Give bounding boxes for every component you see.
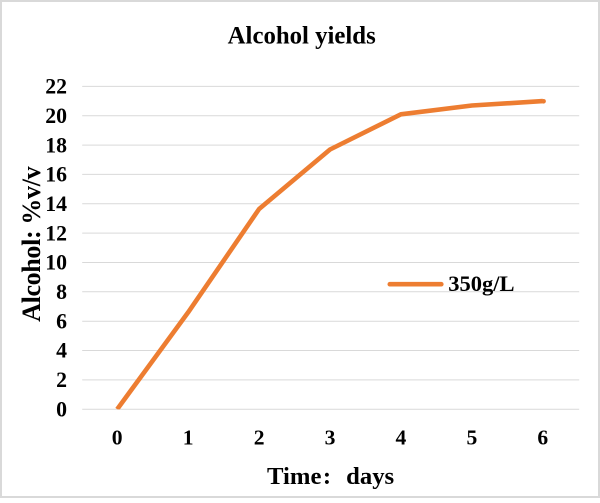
svg-text:Time:days: Time: days xyxy=(267,463,394,490)
svg-text:Alcohol yields: Alcohol yields xyxy=(228,23,376,50)
svg-text:5: 5 xyxy=(467,425,478,449)
svg-text:6: 6 xyxy=(56,309,67,333)
svg-text:2: 2 xyxy=(56,368,67,392)
svg-text:2: 2 xyxy=(254,425,265,449)
svg-text:350g/L: 350g/L xyxy=(448,271,514,296)
svg-text:10: 10 xyxy=(45,251,67,275)
svg-text:20: 20 xyxy=(45,104,67,128)
svg-text:4: 4 xyxy=(56,339,67,363)
svg-text:Alcohol: %v/v: Alcohol: %v/v xyxy=(17,166,46,321)
svg-text:6: 6 xyxy=(537,425,548,449)
svg-text:16: 16 xyxy=(45,163,67,187)
svg-text:3: 3 xyxy=(325,425,336,449)
svg-text:22: 22 xyxy=(45,75,67,99)
svg-text:8: 8 xyxy=(56,280,67,304)
svg-text:18: 18 xyxy=(45,133,67,157)
svg-text:0: 0 xyxy=(56,397,67,421)
svg-text:4: 4 xyxy=(396,425,407,449)
svg-text:0: 0 xyxy=(112,425,123,449)
svg-text:14: 14 xyxy=(45,192,67,216)
svg-text:12: 12 xyxy=(45,221,67,245)
svg-text:1: 1 xyxy=(183,425,194,449)
